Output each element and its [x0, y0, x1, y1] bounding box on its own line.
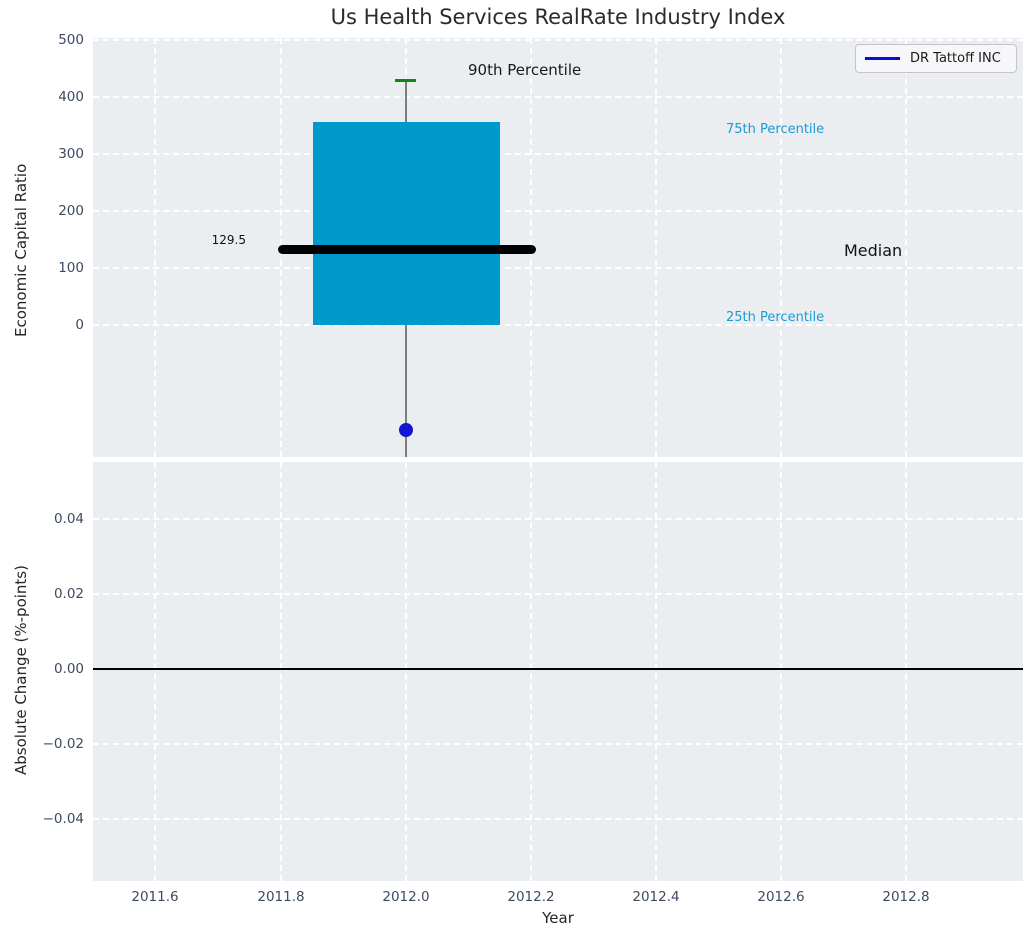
gridline-v	[905, 38, 907, 457]
gridline-h	[93, 96, 1023, 98]
gridline-h	[93, 593, 1023, 595]
gridline-v	[905, 462, 907, 881]
ytick-bottom: −0.02	[42, 736, 84, 752]
gridline-h	[93, 324, 1023, 326]
p90-percentile-label: 90th Percentile	[468, 61, 582, 79]
legend-label: DR Tattoff INC	[910, 51, 1001, 66]
legend: DR Tattoff INC	[855, 44, 1017, 73]
median-value-label: 129.5	[211, 233, 246, 247]
xtick: 2011.8	[257, 889, 305, 905]
gridline-h	[93, 210, 1023, 212]
gridline-v	[655, 462, 657, 881]
ytick-bottom: −0.04	[42, 811, 84, 827]
p25-percentile-label: 25th Percentile	[726, 310, 825, 325]
median-label: Median	[844, 241, 903, 260]
ytick-bottom: 0.00	[53, 661, 84, 677]
gridline-h	[93, 518, 1023, 520]
gridline-v	[530, 462, 532, 881]
gridline-v	[405, 462, 407, 881]
xtick: 2012.4	[632, 889, 680, 905]
ytick-top: 500	[58, 32, 84, 48]
top-y-axis-label: Economic Capital Ratio	[12, 163, 30, 337]
x-axis-label: Year	[542, 909, 574, 927]
bottom-plot-area	[93, 462, 1023, 881]
ytick-top: 0	[75, 317, 84, 333]
gridline-h	[93, 267, 1023, 269]
top-plot-area	[93, 38, 1023, 457]
chart-title: Us Health Services RealRate Industry Ind…	[330, 5, 786, 29]
legend-line-icon	[865, 57, 900, 60]
p90-cap	[395, 79, 416, 82]
gridline-v	[655, 38, 657, 457]
gridline-v	[780, 38, 782, 457]
gridline-h	[93, 153, 1023, 155]
gridline-v	[154, 38, 156, 457]
xtick: 2012.0	[382, 889, 430, 905]
zero-line	[93, 668, 1023, 670]
ytick-top: 100	[58, 260, 84, 276]
gridline-v	[154, 462, 156, 881]
iqr-box	[313, 122, 500, 325]
xtick: 2012.6	[757, 889, 805, 905]
ytick-top: 400	[58, 89, 84, 105]
gridline-h	[93, 743, 1023, 745]
company-point	[399, 423, 413, 437]
gridline-h	[93, 39, 1023, 41]
gridline-h	[93, 818, 1023, 820]
bottom-y-axis-label: Absolute Change (%-points)	[12, 565, 30, 775]
xtick: 2011.6	[131, 889, 179, 905]
xtick: 2012.8	[882, 889, 930, 905]
xtick: 2012.2	[507, 889, 555, 905]
ytick-top: 300	[58, 146, 84, 162]
ytick-bottom: 0.04	[53, 511, 84, 527]
gridline-v	[280, 462, 282, 881]
median-line	[278, 245, 536, 254]
gridline-v	[780, 462, 782, 881]
ytick-top: 200	[58, 203, 84, 219]
ytick-bottom: 0.02	[53, 586, 84, 602]
p75-percentile-label: 75th Percentile	[726, 122, 825, 137]
